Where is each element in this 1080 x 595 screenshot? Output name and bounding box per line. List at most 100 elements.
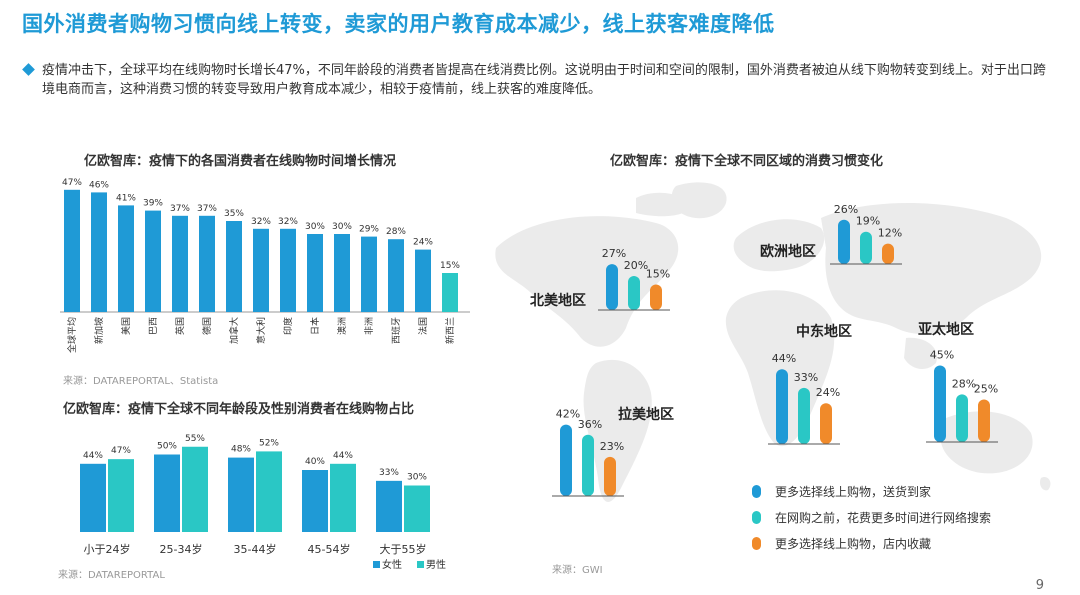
category-label: 大于55岁 bbox=[380, 542, 427, 556]
bar-female bbox=[302, 470, 328, 532]
bar-value-label: 30% bbox=[407, 473, 427, 483]
bar-value-label: 33% bbox=[794, 371, 818, 384]
bar-value-label: 52% bbox=[259, 438, 279, 448]
bar-value-label: 20% bbox=[624, 259, 648, 272]
bar-female bbox=[154, 454, 180, 532]
bar-8 bbox=[253, 228, 269, 312]
bar-14 bbox=[415, 249, 431, 312]
region-name-label: 亚太地区 bbox=[918, 321, 974, 338]
bar-value-label: 28% bbox=[386, 227, 406, 237]
bar-value-label: 15% bbox=[646, 268, 670, 281]
legend-item-research: 在网购之前，花费更多时间进行网络搜索 bbox=[752, 504, 991, 530]
category-label: 法国 bbox=[417, 317, 429, 335]
bar-value-label: 30% bbox=[305, 222, 325, 232]
region-chart-title: 亿欧智库：疫情下全球不同区域的消费习惯变化 bbox=[610, 154, 884, 169]
bar-value-label: 27% bbox=[602, 247, 626, 260]
region-bar-2 bbox=[798, 387, 810, 444]
bar-value-label: 44% bbox=[772, 352, 796, 365]
bar-female bbox=[80, 463, 106, 532]
legend-label: 更多选择线上购物，送货到家 bbox=[775, 484, 932, 499]
intro-paragraph: 疫情冲击下，全球平均在线购物时长增长47%，不同年龄段的消费者皆提高在线消费比例… bbox=[22, 61, 1054, 99]
bar-value-label: 23% bbox=[600, 440, 624, 453]
bar-value-label: 32% bbox=[251, 217, 271, 227]
bar-value-label: 37% bbox=[197, 204, 217, 214]
bar-value-label: 26% bbox=[834, 203, 858, 216]
bar-value-label: 50% bbox=[157, 442, 177, 452]
legend-swatch-orange bbox=[752, 536, 761, 550]
age-chart-source: 来源：DATAREPORTAL bbox=[58, 570, 165, 581]
legend-swatch-teal bbox=[752, 510, 761, 524]
bar-value-label: 30% bbox=[332, 222, 352, 232]
region-bar-1 bbox=[934, 365, 946, 442]
bar-7 bbox=[226, 221, 242, 312]
category-label: 德国 bbox=[201, 317, 213, 335]
region-chart-source: 来源：GWI bbox=[552, 565, 603, 576]
bar-value-label: 25% bbox=[974, 383, 998, 396]
bar-value-label: 15% bbox=[440, 261, 460, 271]
region-chart-legend: 更多选择线上购物，送货到家 在网购之前，花费更多时间进行网络搜索 更多选择线上购… bbox=[752, 478, 991, 556]
bar-value-label: 36% bbox=[578, 418, 602, 431]
legend-swatch bbox=[373, 561, 380, 568]
legend-swatch-blue bbox=[752, 484, 761, 498]
bar-1 bbox=[64, 189, 80, 312]
bar-value-label: 39% bbox=[143, 199, 163, 209]
category-label: 45-54岁 bbox=[308, 542, 351, 556]
country-chart-source: 来源：DATAREPORTAL、Statista bbox=[63, 376, 219, 387]
legend-item-instore: 更多选择线上购物，店内收藏 bbox=[752, 530, 991, 556]
bar-3 bbox=[118, 205, 134, 312]
category-label: 小于24岁 bbox=[84, 542, 131, 556]
region-bar-1 bbox=[606, 264, 618, 310]
category-label: 全球平均 bbox=[66, 317, 78, 353]
bar-value-label: 28% bbox=[952, 377, 976, 390]
region-bar-3 bbox=[820, 403, 832, 444]
bar-value-label: 40% bbox=[305, 457, 325, 467]
intro-text: 疫情冲击下，全球平均在线购物时长增长47%，不同年龄段的消费者皆提高在线消费比例… bbox=[42, 63, 1046, 97]
bar-male bbox=[256, 451, 282, 532]
bar-female bbox=[376, 480, 402, 532]
bar-10 bbox=[307, 234, 323, 312]
region-bar-2 bbox=[860, 231, 872, 264]
age-chart-title: 亿欧智库：疫情下全球不同年龄段及性别消费者在线购物占比 bbox=[63, 402, 415, 417]
bar-9 bbox=[280, 228, 296, 312]
page-number: 9 bbox=[1035, 578, 1044, 593]
bar-male bbox=[182, 446, 208, 532]
bar-11 bbox=[334, 234, 350, 312]
bar-15 bbox=[442, 273, 458, 312]
legend-swatch bbox=[417, 561, 424, 568]
bar-5 bbox=[172, 215, 188, 312]
category-label: 35-44岁 bbox=[234, 542, 277, 556]
category-label: 非洲 bbox=[363, 317, 375, 335]
legend-label: 在网购之前，花费更多时间进行网络搜索 bbox=[775, 510, 992, 525]
region-bar-1 bbox=[776, 369, 788, 444]
bar-value-label: 42% bbox=[556, 408, 580, 421]
category-label: 25-34岁 bbox=[160, 542, 203, 556]
bar-value-label: 19% bbox=[856, 215, 880, 228]
region-name-label: 北美地区 bbox=[530, 292, 586, 309]
country-growth-chart: 47% 全球平均 46% 新加坡 41% 美国 39% 巴西 37% 英国 37% 德国 35% 加拿大 3… bbox=[60, 178, 470, 353]
legend-label: 更多选择线上购物，店内收藏 bbox=[775, 536, 932, 551]
category-label: 意大利 bbox=[255, 317, 267, 344]
bar-value-label: 46% bbox=[89, 180, 109, 190]
bar-value-label: 47% bbox=[62, 178, 82, 188]
category-label: 新加坡 bbox=[93, 317, 105, 344]
bar-4 bbox=[145, 210, 161, 312]
category-label: 印度 bbox=[282, 317, 294, 335]
category-label: 美国 bbox=[120, 317, 132, 335]
category-label: 新西兰 bbox=[444, 317, 456, 344]
bar-male bbox=[404, 485, 430, 532]
bar-value-label: 45% bbox=[930, 349, 954, 362]
region-habit-chart: 27%20%15% 北美地区 26%19%12% 欧洲地区 44% 33% 24% 中东地区 4… bbox=[530, 203, 998, 497]
bar-value-label: 33% bbox=[379, 468, 399, 478]
bar-value-label: 47% bbox=[111, 446, 131, 456]
region-name-label: 拉美地区 bbox=[618, 406, 674, 423]
category-label: 西班牙 bbox=[390, 317, 402, 344]
bar-value-label: 32% bbox=[278, 217, 298, 227]
bar-female bbox=[228, 457, 254, 532]
bar-value-label: 12% bbox=[878, 227, 902, 240]
region-bar-2 bbox=[582, 434, 594, 496]
category-label: 日本 bbox=[309, 317, 321, 335]
legend-label: 女性 bbox=[382, 558, 402, 571]
region-bar-2 bbox=[628, 276, 640, 310]
region-bar-3 bbox=[978, 399, 990, 442]
bar-value-label: 48% bbox=[231, 445, 251, 455]
